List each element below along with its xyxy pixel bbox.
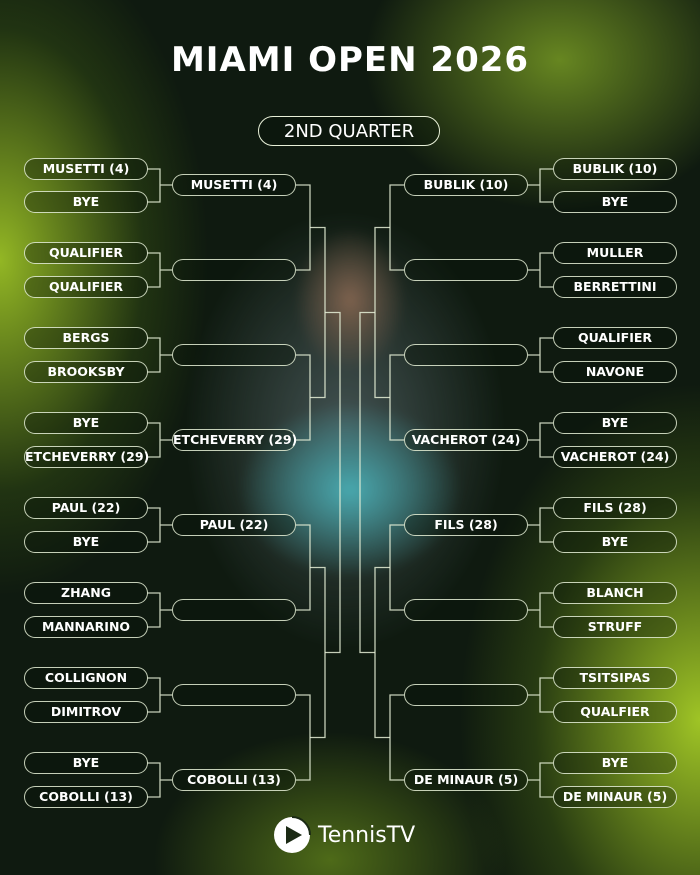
right-r2-slot: VACHEROT (24) (404, 429, 528, 451)
connector-right-r3 (374, 566, 390, 739)
connector-left-r3 (310, 226, 326, 399)
connector-right-r1 (528, 168, 553, 203)
left-r2-slot: ETCHEVERRY (29) (172, 429, 297, 451)
connector-left-r2 (296, 694, 311, 781)
tennis-tv-logo-icon (274, 816, 311, 853)
right-r1-slot: NAVONE (553, 361, 677, 383)
connector-left-r2 (296, 524, 311, 611)
right-r1-slot: BERRETTINI (553, 276, 677, 298)
left-r2-slot: PAUL (22) (172, 514, 296, 536)
left-r1-slot: BROOKSBY (24, 361, 148, 383)
left-r1-slot: BYE (24, 412, 148, 434)
left-r1-slot: BYE (24, 752, 148, 774)
right-r1-slot: BLANCH (553, 582, 677, 604)
left-r2-slot (172, 344, 296, 366)
left-r1-slot: ZHANG (24, 582, 148, 604)
connector-left-r3 (310, 566, 326, 739)
connector-right-r1 (528, 422, 553, 458)
left-r1-slot: BYE (24, 191, 148, 213)
left-r1-slot: BERGS (24, 327, 148, 349)
connector-right-r3 (374, 226, 390, 399)
connector-right-r1 (528, 252, 553, 288)
connector-left-r4 (325, 311, 341, 654)
right-r2-slot (404, 599, 528, 621)
right-r2-slot: DE MINAUR (5) (404, 769, 528, 791)
left-r2-slot (172, 684, 296, 706)
connector-left-r1 (147, 677, 172, 713)
left-r1-slot: MANNARINO (24, 616, 148, 638)
connector-left-r1 (147, 252, 172, 288)
connector-right-r1 (528, 507, 553, 543)
connector-right-r2 (389, 354, 404, 441)
left-r1-slot: COLLIGNON (24, 667, 148, 689)
logo-text: TennisTV (318, 822, 416, 848)
right-r1-slot: BYE (553, 752, 677, 774)
connector-right-r4 (359, 311, 375, 654)
left-r1-slot: DIMITROV (24, 701, 148, 723)
left-r1-slot: ETCHEVERRY (29) (24, 446, 149, 468)
left-r2-slot (172, 599, 296, 621)
connector-left-r1 (147, 337, 172, 373)
right-r1-slot: DE MINAUR (5) (553, 786, 677, 808)
right-r1-slot: VACHEROT (24) (553, 446, 677, 468)
left-r2-slot: MUSETTI (4) (172, 174, 296, 196)
right-r1-slot: FILS (28) (553, 497, 677, 519)
right-r1-slot: TSITSIPAS (553, 667, 677, 689)
right-r1-slot: BYE (553, 531, 677, 553)
connector-left-r2 (296, 184, 311, 271)
quarter-label: 2ND QUARTER (258, 116, 440, 146)
right-r1-slot: STRUFF (553, 616, 677, 638)
right-r2-slot (404, 684, 528, 706)
page-title: MIAMI OPEN 2026 (170, 40, 530, 80)
connector-right-r1 (528, 677, 553, 713)
left-r2-slot: COBOLLI (13) (172, 769, 296, 791)
right-r1-slot: MULLER (553, 242, 677, 264)
connector-left-r1 (147, 507, 172, 543)
right-r2-slot (404, 344, 528, 366)
left-r1-slot: QUALIFIER (24, 276, 148, 298)
connector-left-r2 (296, 354, 311, 441)
connector-right-r1 (528, 337, 553, 373)
connector-right-r2 (389, 524, 404, 611)
right-r1-slot: BUBLIK (10) (553, 158, 677, 180)
right-r1-slot: QUALFIER (553, 701, 677, 723)
left-r1-slot: BYE (24, 531, 148, 553)
connector-left-r1 (147, 168, 172, 203)
connector-right-r1 (528, 762, 553, 798)
connector-right-r2 (389, 184, 404, 271)
left-r1-slot: COBOLLI (13) (24, 786, 148, 808)
connector-right-r1 (528, 592, 553, 628)
player-photo (150, 170, 540, 690)
connector-left-r1 (147, 422, 172, 458)
connector-left-r1 (147, 592, 172, 628)
right-r2-slot: FILS (28) (404, 514, 528, 536)
right-r1-slot: BYE (553, 191, 677, 213)
right-r1-slot: QUALIFIER (553, 327, 677, 349)
connector-right-r2 (389, 694, 404, 781)
tennis-tv-logo: TennisTV (272, 815, 415, 855)
right-r1-slot: BYE (553, 412, 677, 434)
left-r2-slot (172, 259, 296, 281)
connector-left-r1 (147, 762, 172, 798)
left-r1-slot: MUSETTI (4) (24, 158, 148, 180)
right-r2-slot: BUBLIK (10) (404, 174, 528, 196)
left-r1-slot: PAUL (22) (24, 497, 148, 519)
right-r2-slot (404, 259, 528, 281)
left-r1-slot: QUALIFIER (24, 242, 148, 264)
